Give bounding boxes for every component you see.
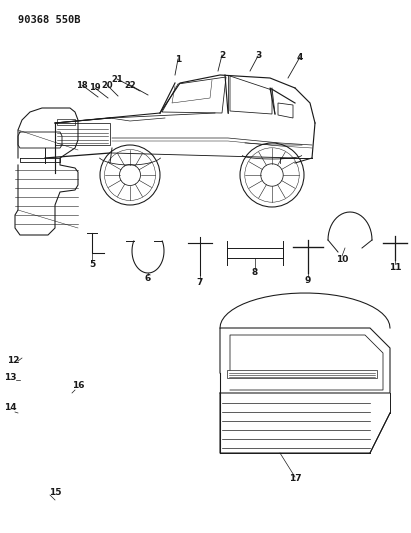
Text: 4: 4 — [297, 52, 303, 61]
Bar — [55, 123, 110, 145]
Text: 17: 17 — [289, 474, 301, 483]
Text: 11: 11 — [389, 263, 401, 272]
Text: 20: 20 — [101, 80, 113, 90]
Text: 1: 1 — [175, 54, 181, 63]
Text: 6: 6 — [145, 274, 151, 283]
Text: 7: 7 — [197, 278, 203, 287]
Text: 10: 10 — [336, 255, 348, 264]
Text: 21: 21 — [111, 75, 123, 84]
Text: 19: 19 — [89, 84, 101, 93]
Text: 22: 22 — [124, 80, 136, 90]
Text: 2: 2 — [219, 51, 225, 60]
Bar — [227, 370, 377, 378]
Text: 18: 18 — [76, 80, 88, 90]
Text: 9: 9 — [305, 276, 311, 285]
Text: 8: 8 — [252, 268, 258, 277]
Text: 16: 16 — [72, 381, 84, 390]
Text: 12: 12 — [7, 356, 19, 365]
Text: 13: 13 — [4, 373, 16, 382]
Text: 90368 550B: 90368 550B — [18, 15, 81, 25]
Text: 14: 14 — [4, 403, 16, 412]
Text: 15: 15 — [49, 488, 61, 497]
Text: 5: 5 — [89, 260, 95, 269]
Bar — [57, 119, 75, 125]
Text: 3: 3 — [255, 52, 261, 61]
